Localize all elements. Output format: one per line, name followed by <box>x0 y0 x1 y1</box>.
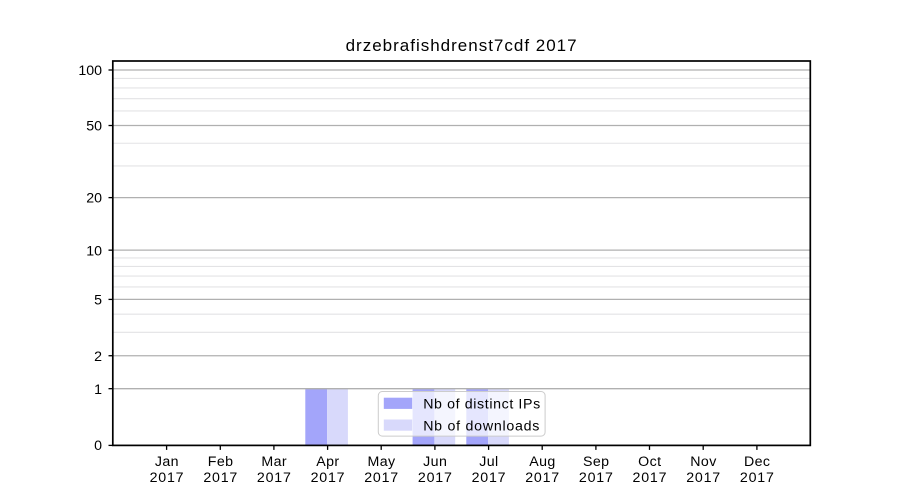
svg-text:2017: 2017 <box>311 470 346 486</box>
svg-text:Apr: Apr <box>316 454 339 470</box>
svg-text:Sep: Sep <box>583 454 609 470</box>
svg-text:2017: 2017 <box>257 470 292 486</box>
svg-text:2017: 2017 <box>579 470 614 486</box>
svg-text:100: 100 <box>78 63 102 79</box>
svg-text:2017: 2017 <box>633 470 668 486</box>
svg-text:50: 50 <box>86 119 102 135</box>
svg-text:Jul: Jul <box>479 454 498 470</box>
svg-text:2017: 2017 <box>150 470 185 486</box>
svg-text:Nb of downloads: Nb of downloads <box>423 418 540 434</box>
svg-text:2017: 2017 <box>740 470 775 486</box>
svg-text:Oct: Oct <box>638 454 661 470</box>
svg-text:drzebrafishdrenst7cdf 2017: drzebrafishdrenst7cdf 2017 <box>346 36 578 55</box>
svg-text:Nb of distinct IPs: Nb of distinct IPs <box>423 397 541 413</box>
svg-text:2017: 2017 <box>472 470 507 486</box>
svg-text:Nov: Nov <box>690 454 717 470</box>
svg-text:0: 0 <box>94 438 102 454</box>
svg-text:1: 1 <box>94 382 102 398</box>
svg-text:Feb: Feb <box>208 454 234 470</box>
svg-text:20: 20 <box>86 191 102 207</box>
svg-text:Mar: Mar <box>261 454 287 470</box>
svg-text:Dec: Dec <box>744 454 770 470</box>
svg-text:Aug: Aug <box>529 454 555 470</box>
svg-text:2017: 2017 <box>686 470 721 486</box>
svg-text:2017: 2017 <box>418 470 453 486</box>
svg-text:5: 5 <box>94 293 102 309</box>
svg-text:2: 2 <box>94 349 102 365</box>
svg-text:Jun: Jun <box>423 454 447 470</box>
svg-text:May: May <box>367 454 396 470</box>
svg-text:10: 10 <box>86 243 102 259</box>
svg-text:Jan: Jan <box>155 454 179 470</box>
svg-text:2017: 2017 <box>525 470 560 486</box>
svg-text:2017: 2017 <box>364 470 399 486</box>
svg-text:2017: 2017 <box>203 470 238 486</box>
